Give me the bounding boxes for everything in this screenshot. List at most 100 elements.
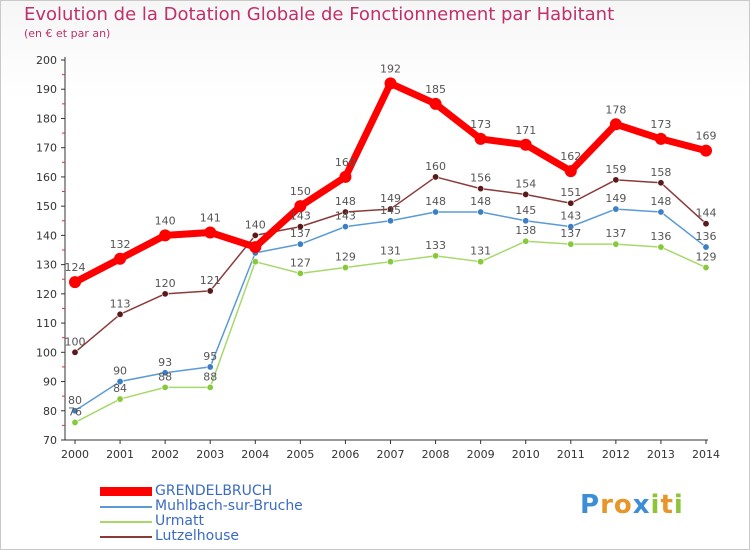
x-tick-label: 2005 [286, 448, 314, 461]
data-label: 185 [425, 83, 446, 96]
data-label: 120 [155, 277, 176, 290]
data-point [474, 132, 487, 145]
data-label: 171 [515, 124, 536, 137]
x-tick-label: 2006 [331, 448, 359, 461]
data-point [657, 243, 665, 251]
data-point [702, 264, 710, 272]
data-label: 192 [380, 62, 401, 75]
data-label: 160 [425, 160, 446, 173]
legend-swatch [100, 520, 152, 523]
data-label: 137 [605, 227, 626, 240]
x-tick-label: 2012 [602, 448, 630, 461]
x-tick-label: 2001 [106, 448, 134, 461]
data-label: 145 [515, 204, 536, 217]
data-label: 148 [470, 195, 491, 208]
data-label: 178 [605, 103, 626, 116]
data-point [251, 231, 259, 239]
x-tick-label: 2002 [151, 448, 179, 461]
data-point [339, 170, 352, 183]
legend-label: Lutzelhouse [155, 528, 239, 544]
data-label: 162 [560, 150, 581, 163]
data-label: 137 [290, 227, 311, 240]
x-tick-label: 2003 [196, 448, 224, 461]
data-label: 154 [515, 177, 536, 190]
data-label: 136 [696, 230, 717, 243]
y-tick-label: 180 [36, 112, 57, 125]
data-label: 100 [65, 335, 86, 348]
y-tick-label: 190 [36, 83, 57, 96]
legend-item-lutzelhouse: Lutzelhouse [100, 529, 303, 544]
data-point [206, 363, 214, 371]
data-label: 173 [650, 118, 671, 131]
data-label: 131 [380, 245, 401, 258]
data-point [249, 241, 262, 254]
data-label: 84 [113, 382, 127, 395]
data-point [296, 240, 304, 248]
logo-letter: x [632, 490, 651, 520]
y-tick-label: 100 [36, 346, 57, 359]
data-point [702, 220, 710, 228]
data-point [522, 217, 530, 225]
data-point [477, 258, 485, 266]
series-line-urmatt [74, 240, 707, 424]
data-point [341, 208, 349, 216]
data-point [432, 208, 440, 216]
data-point [429, 97, 442, 110]
data-label: 124 [65, 261, 86, 274]
data-point [114, 252, 127, 265]
data-label: 137 [560, 227, 581, 240]
data-point [341, 264, 349, 272]
data-label: 129 [335, 251, 356, 264]
data-point [432, 173, 440, 181]
data-label: 149 [380, 192, 401, 205]
data-label: 129 [696, 251, 717, 264]
x-tick-label: 2011 [557, 448, 585, 461]
data-point [386, 258, 394, 266]
legend-swatch [100, 505, 152, 508]
data-label: 158 [650, 166, 671, 179]
data-label: 88 [158, 370, 172, 383]
y-tick-label: 200 [36, 54, 57, 67]
data-point [251, 258, 259, 266]
data-point [702, 243, 710, 251]
y-tick-label: 160 [36, 171, 57, 184]
chart-title: Evolution de la Dotation Globale de Fonc… [24, 4, 615, 25]
data-point [612, 240, 620, 248]
data-label: 169 [696, 130, 717, 143]
data-label: 156 [470, 172, 491, 185]
data-point [161, 369, 169, 377]
y-tick-label: 110 [36, 317, 57, 330]
data-point [159, 229, 172, 242]
chart-subtitle: (en € et par an) [24, 27, 111, 40]
x-tick-label: 2004 [241, 448, 269, 461]
data-label: 173 [470, 118, 491, 131]
data-point [116, 395, 124, 403]
data-label: 143 [335, 210, 356, 223]
data-label: 136 [650, 230, 671, 243]
data-label: 148 [335, 195, 356, 208]
y-tick-label: 120 [36, 288, 57, 301]
data-label: 141 [200, 211, 221, 224]
x-tick-label: 2014 [692, 448, 720, 461]
data-point [386, 205, 394, 213]
data-point [206, 383, 214, 391]
logo-letter: i [650, 490, 661, 520]
y-tick-label: 170 [36, 142, 57, 155]
data-label: 133 [425, 239, 446, 252]
logo-letter: r [600, 490, 614, 520]
data-point [522, 190, 530, 198]
data-point [564, 165, 577, 178]
data-point [519, 138, 532, 151]
data-label: 95 [203, 350, 217, 363]
data-point [296, 223, 304, 231]
data-point [71, 348, 79, 356]
data-label: 131 [470, 245, 491, 258]
data-point [477, 208, 485, 216]
logo-letter: t [660, 490, 674, 520]
data-point [341, 223, 349, 231]
data-point [206, 287, 214, 295]
y-tick-label: 80 [43, 405, 57, 418]
data-point [71, 418, 79, 426]
x-tick-label: 2013 [647, 448, 675, 461]
